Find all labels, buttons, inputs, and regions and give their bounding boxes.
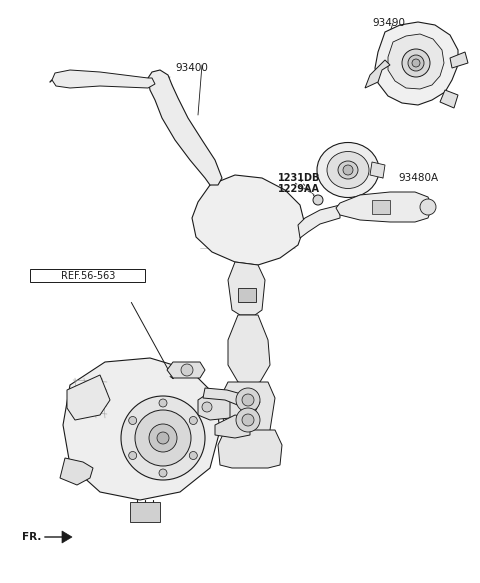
Circle shape — [420, 199, 436, 215]
Polygon shape — [336, 192, 432, 222]
Polygon shape — [148, 70, 222, 185]
Circle shape — [313, 195, 323, 205]
Polygon shape — [192, 175, 305, 265]
Circle shape — [202, 402, 212, 412]
Ellipse shape — [317, 142, 379, 198]
Bar — [372, 200, 390, 214]
Circle shape — [181, 364, 193, 376]
Text: 93480A: 93480A — [398, 173, 438, 183]
Circle shape — [135, 410, 191, 466]
Circle shape — [236, 408, 260, 432]
Ellipse shape — [327, 152, 369, 188]
Text: REF.56-563: REF.56-563 — [61, 271, 115, 281]
Polygon shape — [228, 262, 265, 315]
Circle shape — [189, 451, 197, 459]
Polygon shape — [198, 392, 230, 420]
Text: 93490: 93490 — [372, 18, 405, 28]
Polygon shape — [298, 205, 340, 238]
Circle shape — [242, 394, 254, 406]
Bar — [238, 288, 256, 302]
Ellipse shape — [338, 161, 358, 179]
Circle shape — [236, 388, 260, 412]
Polygon shape — [52, 70, 155, 88]
Circle shape — [402, 49, 430, 77]
Circle shape — [159, 399, 167, 407]
Polygon shape — [450, 52, 468, 68]
Bar — [30, 269, 145, 282]
Polygon shape — [365, 60, 390, 88]
Polygon shape — [218, 430, 282, 468]
Polygon shape — [215, 415, 250, 438]
Polygon shape — [228, 315, 270, 385]
Circle shape — [343, 165, 353, 175]
Text: FR.: FR. — [22, 532, 41, 542]
Polygon shape — [167, 362, 205, 378]
Polygon shape — [220, 382, 275, 440]
Polygon shape — [375, 22, 458, 105]
Polygon shape — [203, 388, 260, 412]
Circle shape — [129, 451, 137, 459]
Circle shape — [157, 432, 169, 444]
Polygon shape — [60, 458, 93, 485]
Polygon shape — [388, 34, 444, 89]
Polygon shape — [440, 90, 458, 108]
Circle shape — [149, 424, 177, 452]
Circle shape — [121, 396, 205, 480]
Circle shape — [408, 55, 424, 71]
FancyBboxPatch shape — [130, 502, 160, 522]
Circle shape — [412, 59, 420, 67]
Circle shape — [159, 469, 167, 477]
Circle shape — [129, 416, 137, 424]
Polygon shape — [62, 531, 72, 543]
Circle shape — [189, 416, 197, 424]
Text: 93400: 93400 — [176, 63, 208, 73]
Text: 1231DB: 1231DB — [278, 173, 320, 183]
Polygon shape — [63, 358, 220, 500]
Circle shape — [242, 414, 254, 426]
Text: 1229AA: 1229AA — [278, 184, 320, 194]
Polygon shape — [370, 162, 385, 178]
Polygon shape — [67, 375, 110, 420]
